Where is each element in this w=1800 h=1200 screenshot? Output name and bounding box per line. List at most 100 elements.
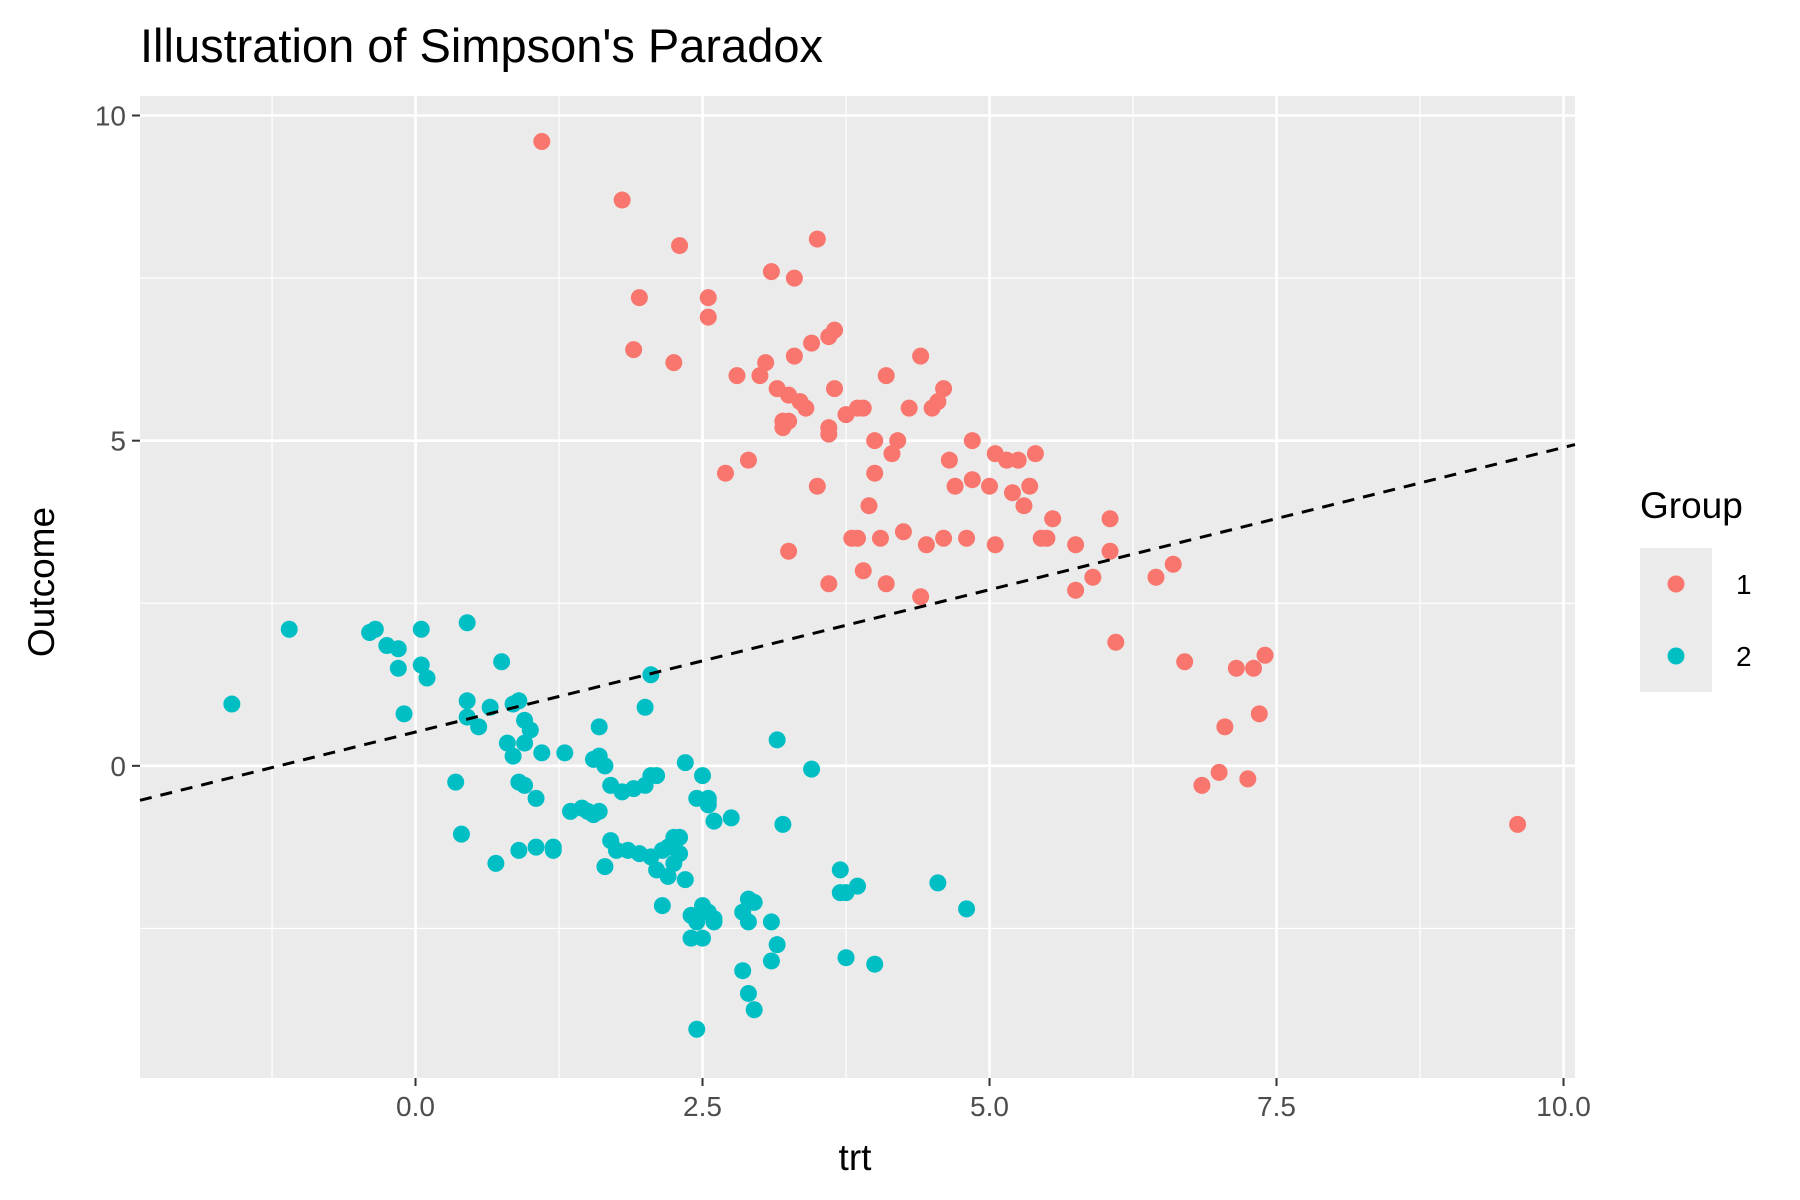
data-point-group-1 <box>757 354 775 372</box>
data-point-group-2 <box>223 695 241 713</box>
data-point-group-2 <box>774 815 792 833</box>
data-point-group-2 <box>849 877 866 895</box>
data-point-group-2 <box>498 734 516 752</box>
data-point-group-2 <box>837 949 855 967</box>
data-point-group-2 <box>734 962 752 980</box>
data-point-group-1 <box>780 542 798 560</box>
data-point-group-1 <box>935 380 953 398</box>
data-point-group-2 <box>487 854 505 872</box>
data-point-group-2 <box>929 874 947 892</box>
data-point-group-2 <box>762 952 780 970</box>
data-point-group-2 <box>366 620 384 638</box>
data-point-group-2 <box>516 776 534 794</box>
data-point-group-1 <box>1067 581 1085 599</box>
data-point-group-2 <box>527 838 545 856</box>
data-point-group-2 <box>590 802 608 820</box>
legend-title: Group <box>1640 485 1743 526</box>
x-tick-label: 7.5 <box>1257 1091 1296 1122</box>
data-point-group-2 <box>676 754 694 772</box>
data-point-group-2 <box>412 656 430 674</box>
data-point-group-2 <box>516 734 534 752</box>
data-point-group-2 <box>389 640 407 658</box>
data-points <box>223 133 1527 1038</box>
data-point-group-1 <box>1216 718 1234 736</box>
legend: Group 1 2 <box>1640 485 1752 692</box>
data-point-group-1 <box>699 289 717 307</box>
data-point-group-1 <box>820 575 838 593</box>
data-point-group-2 <box>447 773 465 791</box>
data-point-group-2 <box>694 929 712 947</box>
data-point-group-2 <box>694 900 712 918</box>
data-point-group-1 <box>803 334 821 352</box>
data-point-group-1 <box>1239 770 1257 788</box>
data-point-group-2 <box>665 854 683 872</box>
minor-gridlines <box>140 96 1575 1078</box>
data-point-group-2 <box>694 767 712 785</box>
data-point-group-2 <box>510 692 528 710</box>
data-point-group-1 <box>866 464 884 482</box>
data-point-group-1 <box>728 367 746 385</box>
data-point-group-2 <box>676 871 694 889</box>
data-point-group-2 <box>659 867 677 885</box>
data-point-group-2 <box>280 620 298 638</box>
data-point-group-2 <box>504 747 522 765</box>
data-point-group-1 <box>1245 659 1263 677</box>
data-point-group-1 <box>946 477 964 495</box>
data-point-group-2 <box>958 900 976 918</box>
data-point-group-1 <box>826 380 844 398</box>
data-point-group-1 <box>797 399 815 417</box>
data-point-group-1 <box>762 263 780 281</box>
x-axis: 0.0 2.5 5.0 7.5 10.0 <box>396 1078 1591 1122</box>
data-point-group-1 <box>739 451 757 469</box>
chart-title: Illustration of Simpson's Paradox <box>140 19 823 72</box>
data-point-group-2 <box>831 884 849 902</box>
data-point-group-1 <box>894 523 912 541</box>
data-point-group-1 <box>1256 646 1274 664</box>
data-point-group-1 <box>1101 542 1119 560</box>
data-point-group-2 <box>573 799 591 817</box>
data-point-group-1 <box>986 536 1004 554</box>
data-point-group-1 <box>860 497 878 515</box>
data-point-group-2 <box>648 767 666 785</box>
data-point-group-2 <box>745 1001 763 1019</box>
data-point-group-1 <box>981 477 999 495</box>
x-tick-label: 5.0 <box>970 1091 1009 1122</box>
y-tick-label: 5 <box>110 426 126 457</box>
data-point-group-1 <box>1164 555 1182 573</box>
data-point-group-1 <box>1250 705 1268 723</box>
data-point-group-1 <box>912 347 930 365</box>
data-point-group-1 <box>1009 451 1027 469</box>
data-point-group-2 <box>458 692 476 710</box>
data-point-group-1 <box>820 328 838 346</box>
data-point-group-2 <box>533 744 551 762</box>
x-tick-label: 0.0 <box>396 1091 435 1122</box>
data-point-group-2 <box>389 659 407 677</box>
data-point-group-2 <box>699 796 717 814</box>
data-point-group-1 <box>625 341 643 359</box>
data-point-group-1 <box>1015 497 1033 515</box>
data-point-group-1 <box>871 529 889 547</box>
legend-label-1: 1 <box>1736 569 1752 600</box>
data-point-group-1 <box>785 347 803 365</box>
data-point-group-2 <box>470 718 488 736</box>
data-point-group-1 <box>808 477 826 495</box>
y-tick-label: 10 <box>95 101 126 132</box>
data-point-group-1 <box>533 133 551 151</box>
data-point-group-1 <box>665 354 683 372</box>
data-point-group-1 <box>716 464 734 482</box>
data-point-group-2 <box>739 984 757 1002</box>
data-point-group-1 <box>900 399 918 417</box>
data-point-group-2 <box>418 669 436 687</box>
data-point-group-2 <box>831 861 849 879</box>
y-axis-title: Outcome <box>21 507 62 657</box>
data-point-group-2 <box>671 828 689 846</box>
data-point-group-2 <box>688 913 706 931</box>
data-point-group-1 <box>785 269 803 287</box>
data-point-group-2 <box>745 893 763 911</box>
data-point-group-2 <box>596 858 614 876</box>
data-point-group-1 <box>940 451 958 469</box>
data-point-group-1 <box>613 191 631 209</box>
data-point-group-1 <box>1227 659 1245 677</box>
data-point-group-1 <box>751 367 769 385</box>
data-point-group-2 <box>636 698 654 716</box>
